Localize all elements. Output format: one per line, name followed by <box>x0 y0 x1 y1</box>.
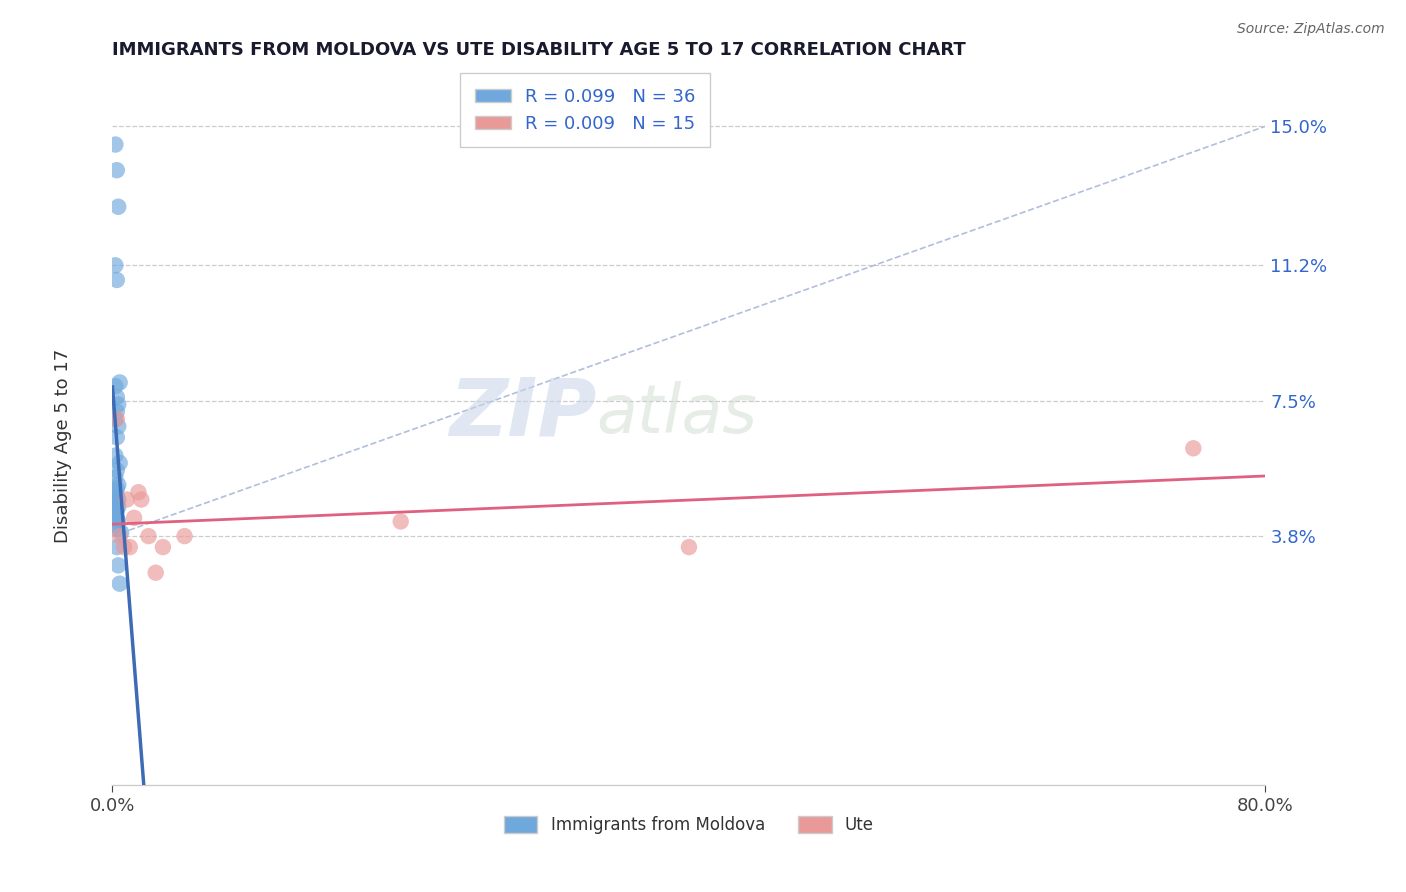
Point <box>105 273 128 287</box>
Point <box>107 558 129 573</box>
Point <box>105 496 128 510</box>
Point <box>105 503 128 517</box>
Point <box>104 518 127 533</box>
Text: Disability Age 5 to 17: Disability Age 5 to 17 <box>55 349 72 543</box>
Point <box>105 489 128 503</box>
Point <box>173 529 195 543</box>
Point <box>105 511 128 525</box>
Point <box>105 430 128 444</box>
Point <box>107 500 129 514</box>
Point <box>129 492 153 507</box>
Point <box>108 529 131 543</box>
Point <box>105 482 128 496</box>
Text: IMMIGRANTS FROM MOLDOVA VS UTE DISABILITY AGE 5 TO 17 CORRELATION CHART: IMMIGRANTS FROM MOLDOVA VS UTE DISABILIT… <box>112 41 966 59</box>
Text: ZIP: ZIP <box>450 375 596 453</box>
Point <box>138 529 160 543</box>
Point <box>115 492 138 507</box>
Point <box>107 492 129 507</box>
Point <box>118 540 141 554</box>
Point <box>108 456 131 470</box>
Point <box>152 540 174 554</box>
Point <box>389 515 412 529</box>
Point <box>105 463 128 477</box>
Point <box>122 511 145 525</box>
Point <box>104 412 127 426</box>
Text: atlas: atlas <box>596 381 758 447</box>
Point <box>107 515 129 529</box>
Point <box>105 412 128 426</box>
Point <box>108 376 131 390</box>
Point <box>112 540 135 554</box>
Point <box>104 470 127 484</box>
Point <box>104 449 127 463</box>
Point <box>105 522 128 536</box>
Point <box>107 200 129 214</box>
Point <box>678 540 700 554</box>
Point <box>104 485 127 500</box>
Point <box>104 492 127 507</box>
Point <box>110 525 132 540</box>
Point <box>105 163 128 178</box>
Point <box>107 419 129 434</box>
Point <box>145 566 167 580</box>
Point <box>104 507 127 521</box>
Point <box>104 137 127 152</box>
Point <box>105 540 128 554</box>
Point <box>1182 442 1205 456</box>
Point <box>107 478 129 492</box>
Point <box>127 485 149 500</box>
Legend: Immigrants from Moldova, Ute: Immigrants from Moldova, Ute <box>498 809 880 841</box>
Point <box>104 379 127 393</box>
Text: Source: ZipAtlas.com: Source: ZipAtlas.com <box>1237 22 1385 37</box>
Point <box>108 576 131 591</box>
Point <box>107 397 129 411</box>
Point <box>104 500 127 514</box>
Point <box>105 405 128 419</box>
Point <box>104 258 127 272</box>
Point <box>105 390 128 404</box>
